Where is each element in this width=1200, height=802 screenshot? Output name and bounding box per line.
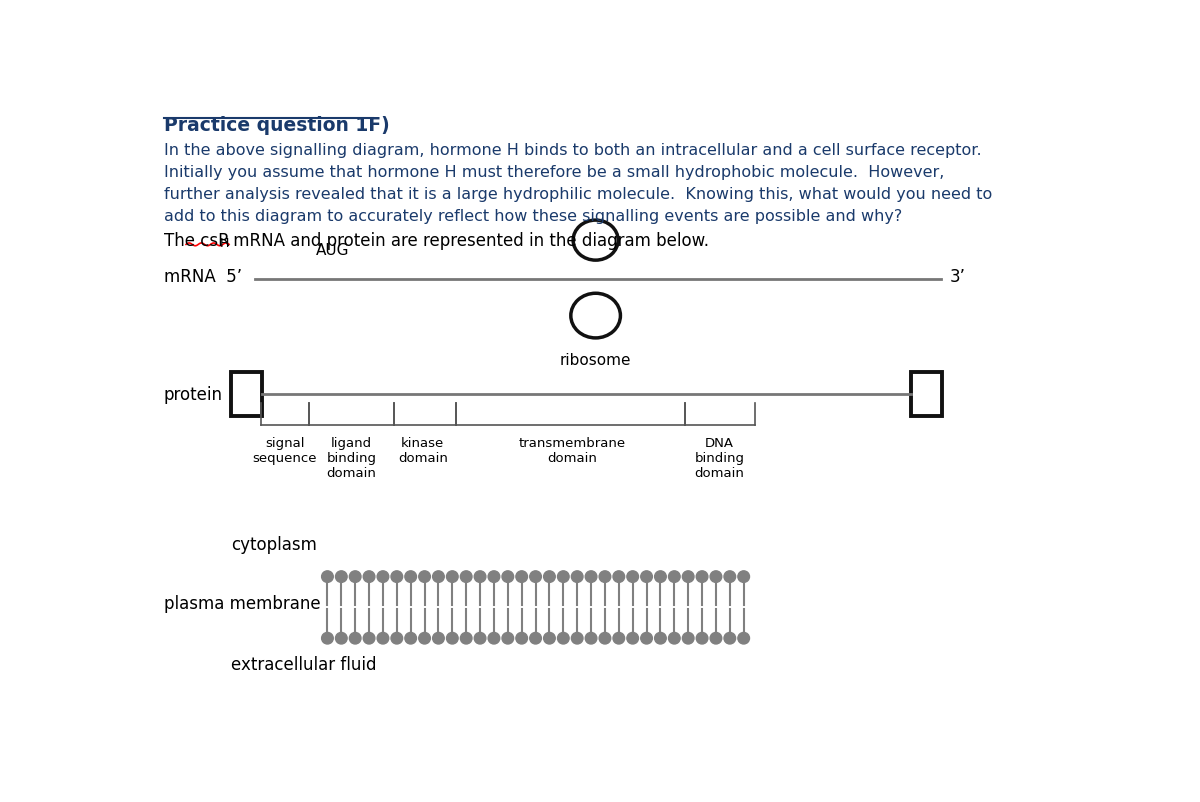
Text: In the above signalling diagram, hormone H binds to both an intracellular and a : In the above signalling diagram, hormone… <box>164 143 982 158</box>
Circle shape <box>502 571 514 583</box>
Circle shape <box>544 633 556 644</box>
Text: cytoplasm: cytoplasm <box>232 536 317 553</box>
Circle shape <box>404 571 416 583</box>
Circle shape <box>377 571 389 583</box>
Circle shape <box>433 633 444 644</box>
Circle shape <box>336 571 347 583</box>
Text: mRNA  5’: mRNA 5’ <box>164 268 242 286</box>
Text: 3’: 3’ <box>949 268 966 286</box>
Circle shape <box>516 571 528 583</box>
Circle shape <box>544 571 556 583</box>
Circle shape <box>558 571 569 583</box>
Text: mRNA and protein are represented in the diagram below.: mRNA and protein are represented in the … <box>228 232 708 249</box>
Text: further analysis revealed that it is a large hydrophilic molecule.  Knowing this: further analysis revealed that it is a l… <box>164 187 992 202</box>
Text: protein: protein <box>164 386 223 403</box>
Circle shape <box>349 571 361 583</box>
Circle shape <box>683 633 694 644</box>
Circle shape <box>613 571 625 583</box>
Circle shape <box>391 571 403 583</box>
Circle shape <box>474 633 486 644</box>
Circle shape <box>488 633 499 644</box>
Circle shape <box>571 571 583 583</box>
Circle shape <box>516 633 528 644</box>
Circle shape <box>738 571 750 583</box>
Text: ribosome: ribosome <box>560 352 631 367</box>
Text: transmembrane
domain: transmembrane domain <box>518 436 626 464</box>
Circle shape <box>349 633 361 644</box>
Circle shape <box>488 571 499 583</box>
Circle shape <box>364 571 374 583</box>
Circle shape <box>336 633 347 644</box>
Circle shape <box>655 633 666 644</box>
Circle shape <box>724 571 736 583</box>
Circle shape <box>626 633 638 644</box>
Circle shape <box>474 571 486 583</box>
Text: add to this diagram to accurately reflect how these signalling events are possib: add to this diagram to accurately reflec… <box>164 209 902 224</box>
Circle shape <box>710 633 721 644</box>
Circle shape <box>322 571 334 583</box>
Text: Initially you assume that hormone H must therefore be a small hydrophobic molecu: Initially you assume that hormone H must… <box>164 165 944 180</box>
Circle shape <box>599 571 611 583</box>
Bar <box>911 372 942 417</box>
Circle shape <box>599 633 611 644</box>
Circle shape <box>724 633 736 644</box>
Text: ligand
binding
domain: ligand binding domain <box>326 436 377 479</box>
Circle shape <box>613 633 625 644</box>
Circle shape <box>364 633 374 644</box>
Circle shape <box>446 633 458 644</box>
Circle shape <box>710 571 721 583</box>
Circle shape <box>446 571 458 583</box>
Circle shape <box>433 571 444 583</box>
Text: extracellular fluid: extracellular fluid <box>232 654 377 673</box>
Bar <box>232 372 263 417</box>
Text: AUG: AUG <box>316 243 349 257</box>
Circle shape <box>696 571 708 583</box>
Circle shape <box>377 633 389 644</box>
Circle shape <box>626 571 638 583</box>
Text: plasma membrane: plasma membrane <box>164 594 320 612</box>
Text: Practice question 1F): Practice question 1F) <box>164 115 390 135</box>
Circle shape <box>586 571 596 583</box>
Circle shape <box>322 633 334 644</box>
Circle shape <box>655 571 666 583</box>
Circle shape <box>668 633 680 644</box>
Text: The csR: The csR <box>164 232 229 249</box>
Circle shape <box>558 633 569 644</box>
Circle shape <box>696 633 708 644</box>
Circle shape <box>461 571 472 583</box>
Circle shape <box>391 633 403 644</box>
Text: DNA
binding
domain: DNA binding domain <box>695 436 745 479</box>
Text: signal
sequence: signal sequence <box>253 436 317 464</box>
Circle shape <box>419 633 431 644</box>
Circle shape <box>502 633 514 644</box>
Circle shape <box>641 571 653 583</box>
Circle shape <box>404 633 416 644</box>
Circle shape <box>461 633 472 644</box>
Circle shape <box>641 633 653 644</box>
Text: H: H <box>220 237 229 249</box>
Circle shape <box>529 571 541 583</box>
Circle shape <box>683 571 694 583</box>
Circle shape <box>586 633 596 644</box>
Text: kinase
domain: kinase domain <box>398 436 448 464</box>
Circle shape <box>668 571 680 583</box>
Circle shape <box>419 571 431 583</box>
Circle shape <box>571 633 583 644</box>
Circle shape <box>738 633 750 644</box>
Circle shape <box>529 633 541 644</box>
